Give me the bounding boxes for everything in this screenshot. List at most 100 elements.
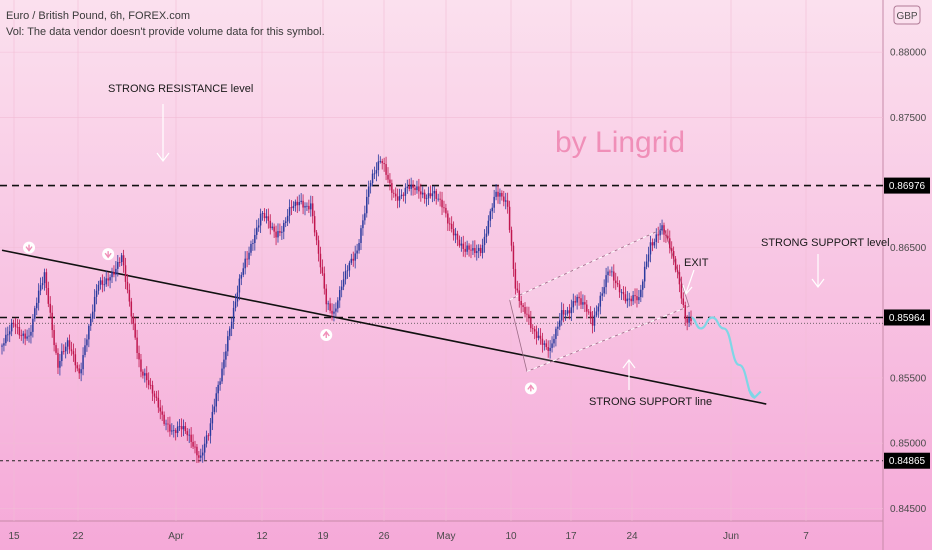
- candle-body: [14, 323, 17, 327]
- candle-body: [321, 267, 324, 274]
- y-tick-label: 0.88000: [890, 48, 927, 59]
- candle-body: [638, 297, 640, 301]
- x-tick-label: Jun: [723, 531, 739, 542]
- candle-body: [452, 228, 455, 236]
- candle-body: [200, 455, 202, 458]
- candle-body: [605, 275, 607, 288]
- candle-body: [219, 381, 221, 385]
- candle-body: [584, 302, 586, 305]
- candle-body: [211, 411, 214, 424]
- candle-body: [201, 452, 204, 456]
- candle-body: [34, 308, 36, 319]
- candle-body: [628, 298, 630, 300]
- candle-body: [640, 289, 642, 298]
- candle-body: [375, 170, 378, 174]
- x-tick-label: 19: [317, 531, 329, 542]
- candle-body: [259, 213, 262, 226]
- channel-lower-line: [526, 305, 690, 372]
- candle-body: [510, 229, 513, 246]
- candle-body: [559, 320, 561, 327]
- candle-body: [437, 198, 439, 200]
- candle-body: [562, 310, 565, 315]
- candle-body: [356, 250, 358, 254]
- candle-body: [47, 287, 50, 304]
- candle-body: [173, 430, 175, 431]
- candle-body: [350, 258, 353, 263]
- candle-body: [61, 351, 63, 362]
- candle-body: [522, 305, 524, 308]
- candle-body: [377, 161, 380, 171]
- candle-body: [665, 234, 667, 236]
- candle-body: [182, 426, 185, 430]
- candle-body: [425, 198, 428, 200]
- candle-body: [213, 406, 216, 412]
- candle-body: [215, 393, 217, 407]
- candle-body: [435, 190, 437, 199]
- candle-body: [91, 311, 94, 319]
- candle-body: [286, 215, 289, 222]
- candle-body: [203, 443, 206, 453]
- candle-body: [117, 262, 119, 269]
- candle-body: [223, 359, 225, 369]
- candle-body: [188, 434, 190, 436]
- candle-body: [306, 205, 308, 207]
- candle-body: [622, 291, 625, 295]
- candle-body: [454, 233, 457, 236]
- candle-body: [18, 327, 21, 336]
- candle-body: [12, 322, 15, 324]
- candle-body: [68, 340, 71, 350]
- candle-body: [421, 192, 424, 195]
- candle-body: [240, 274, 243, 279]
- candle-body: [271, 226, 273, 229]
- candle-body: [412, 184, 414, 188]
- candle-body: [642, 281, 644, 290]
- candle-body: [288, 207, 291, 216]
- candle-body: [611, 271, 613, 273]
- candle-body: [636, 296, 638, 301]
- candle-body: [589, 311, 592, 319]
- resistance-arrow-head: [156, 152, 170, 162]
- candle-body: [406, 186, 409, 188]
- candle-body: [396, 196, 399, 201]
- candle-body: [387, 174, 389, 180]
- candle-body: [547, 347, 549, 351]
- candle-body: [516, 288, 519, 291]
- candle-body: [582, 302, 584, 305]
- candle-body: [176, 426, 179, 433]
- candle-body: [149, 384, 152, 386]
- candle-body: [300, 200, 302, 203]
- candle-body: [439, 198, 441, 200]
- candle-body: [26, 336, 28, 339]
- candle-body: [371, 173, 374, 184]
- candle-body: [319, 253, 322, 268]
- candle-body: [632, 295, 634, 302]
- candle-body: [228, 328, 231, 337]
- candle-body: [136, 337, 138, 354]
- candle-body: [57, 352, 59, 368]
- candle-body: [366, 196, 368, 214]
- candle-body: [524, 307, 526, 314]
- candle-body: [609, 271, 611, 273]
- candle-body: [408, 186, 410, 189]
- candle-body: [130, 301, 133, 317]
- candle-body: [672, 251, 675, 259]
- candle-body: [296, 201, 299, 206]
- candle-body: [292, 206, 295, 209]
- candle-body: [238, 278, 241, 293]
- x-tick-label: 22: [72, 531, 84, 542]
- candle-body: [530, 317, 532, 329]
- candle-body: [360, 228, 362, 244]
- candle-body: [418, 186, 420, 192]
- candle-body: [504, 200, 507, 202]
- support-line-label: STRONG SUPPORT line: [589, 396, 712, 408]
- candle-body: [157, 397, 160, 408]
- candle-body: [458, 239, 461, 246]
- candle-body: [146, 373, 148, 381]
- exit-label: EXIT: [684, 257, 709, 269]
- candle-body: [205, 435, 208, 444]
- candle-body: [246, 258, 248, 260]
- support-level-label: STRONG SUPPORT level: [761, 237, 890, 249]
- candle-body: [97, 284, 100, 291]
- x-tick-label: 15: [8, 531, 20, 542]
